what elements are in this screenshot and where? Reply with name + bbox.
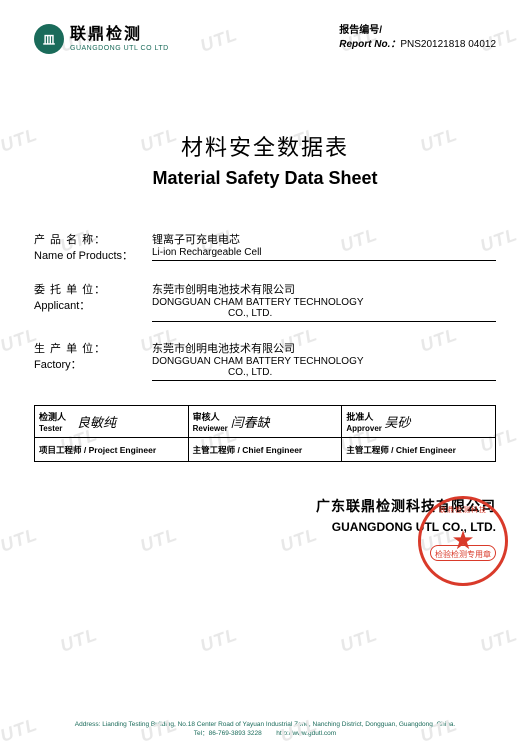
reviewer-role-en: Reviewer <box>193 424 228 433</box>
approver-title: 主管工程师 / Chief Engineer <box>346 445 456 455</box>
field-factory-label-en: Factory： <box>34 356 152 372</box>
field-factory: 生 产 单 位： Factory： 东莞市创明电池技术有限公司 DONGGUAN… <box>34 340 496 381</box>
title-en: Material Safety Data Sheet <box>34 168 496 189</box>
reviewer-title: 主管工程师 / Chief Engineer <box>193 445 303 455</box>
field-applicant: 委 托 单 位： Applicant： 东莞市创明电池技术有限公司 DONGGU… <box>34 281 496 322</box>
approver-signature: 吴砂 <box>384 412 410 431</box>
report-value: PNS20121818 04012 <box>400 39 496 50</box>
stamp-icon: 联鼎检测科技 ★ 检验检测专用章 <box>418 496 508 586</box>
field-applicant-label-cn: 委 托 单 位： <box>34 281 152 297</box>
signature-table: 检测人 Tester 良敏纯 审核人 Reviewer 闫春缺 <box>34 405 496 462</box>
title-block: 材料安全数据表 Material Safety Data Sheet <box>34 130 496 189</box>
field-applicant-value: 东莞市创明电池技术有限公司 DONGGUAN CHAM BATTERY TECH… <box>152 281 496 322</box>
header: 皿 联鼎检测 GUANGDONG UTL CO LTD 报告编号/ Report… <box>34 24 496 54</box>
field-product-value: 锂离子可充电电芯 Li-ion Rechargeable Cell <box>152 231 496 261</box>
fields: 产 品 名 称： Name of Products： 锂离子可充电电芯 Li-i… <box>34 231 496 381</box>
report-label-cn: 报告编号/ <box>339 25 382 36</box>
logo-icon: 皿 <box>34 24 64 54</box>
report-label-en: Report No.： <box>339 39 400 50</box>
logo-block: 皿 联鼎检测 GUANGDONG UTL CO LTD <box>34 24 169 54</box>
field-factory-value: 东莞市创明电池技术有限公司 DONGGUAN CHAM BATTERY TECH… <box>152 340 496 381</box>
tester-role-en: Tester <box>39 424 62 433</box>
stamp-text-mid: 检验检测专用章 <box>435 549 491 560</box>
stamp-text-top: 联鼎检测科技 <box>439 505 487 515</box>
table-row: 检测人 Tester 良敏纯 审核人 Reviewer 闫春缺 <box>35 406 496 438</box>
tester-role-cn: 检测人 <box>39 410 73 423</box>
approver-role-en: Approver <box>346 424 382 433</box>
tester-title: 项目工程师 / Project Engineer <box>39 445 156 455</box>
logo-text: 联鼎检测 GUANGDONG UTL CO LTD <box>70 27 169 52</box>
logo-name-en: GUANGDONG UTL CO LTD <box>70 45 169 52</box>
field-product: 产 品 名 称： Name of Products： 锂离子可充电电芯 Li-i… <box>34 231 496 263</box>
reviewer-role-cn: 审核人 <box>193 410 227 423</box>
field-product-label-en: Name of Products： <box>34 247 152 263</box>
approver-role-cn: 批准人 <box>346 410 380 423</box>
tester-signature: 良敏纯 <box>77 412 116 431</box>
field-applicant-label-en: Applicant： <box>34 297 152 313</box>
report-number: 报告编号/ Report No.：PNS20121818 04012 <box>339 24 496 52</box>
field-product-label-cn: 产 品 名 称： <box>34 231 152 247</box>
page-container: 皿 联鼎检测 GUANGDONG UTL CO LTD 报告编号/ Report… <box>0 0 530 748</box>
title-cn: 材料安全数据表 <box>34 130 496 162</box>
reviewer-signature: 闫春缺 <box>231 412 270 431</box>
field-factory-label-cn: 生 产 单 位： <box>34 340 152 356</box>
table-row: 项目工程师 / Project Engineer 主管工程师 / Chief E… <box>35 438 496 462</box>
logo-name-cn: 联鼎检测 <box>70 27 169 43</box>
